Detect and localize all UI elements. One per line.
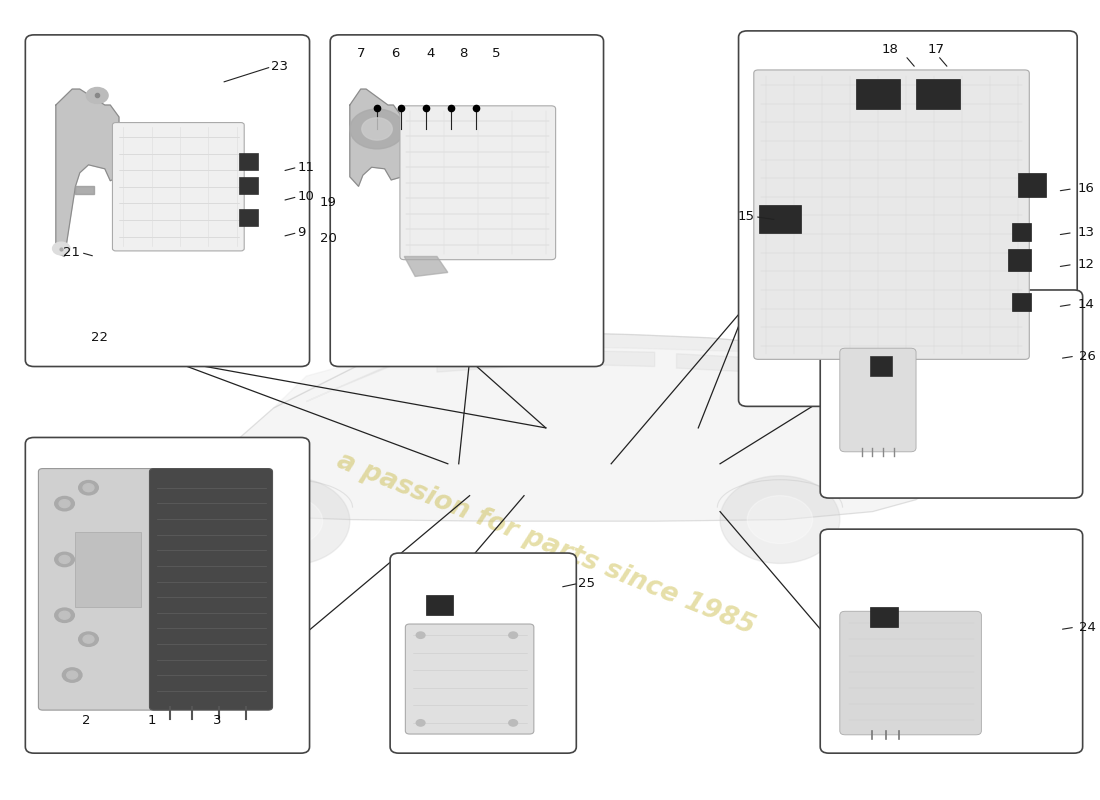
Text: 9: 9 xyxy=(298,226,306,239)
FancyBboxPatch shape xyxy=(856,78,900,109)
Circle shape xyxy=(67,671,78,679)
FancyBboxPatch shape xyxy=(76,531,141,607)
Text: 17: 17 xyxy=(927,42,944,56)
Polygon shape xyxy=(350,89,403,186)
FancyBboxPatch shape xyxy=(390,553,576,753)
Polygon shape xyxy=(405,257,448,277)
Text: 10: 10 xyxy=(298,190,315,203)
Circle shape xyxy=(720,476,839,563)
Circle shape xyxy=(416,720,425,726)
Circle shape xyxy=(230,478,350,565)
Circle shape xyxy=(59,555,70,563)
Text: 19: 19 xyxy=(320,196,337,209)
Text: 5: 5 xyxy=(492,46,500,60)
FancyBboxPatch shape xyxy=(239,153,258,170)
Text: a passion for parts since 1985: a passion for parts since 1985 xyxy=(333,447,759,639)
FancyBboxPatch shape xyxy=(916,78,959,109)
Text: 13: 13 xyxy=(1077,226,1094,239)
Circle shape xyxy=(509,632,517,638)
Text: 12: 12 xyxy=(1077,258,1094,271)
Text: 16: 16 xyxy=(1077,182,1094,195)
FancyBboxPatch shape xyxy=(839,348,916,452)
Text: 25: 25 xyxy=(579,577,595,590)
FancyBboxPatch shape xyxy=(330,35,604,366)
FancyBboxPatch shape xyxy=(400,106,556,260)
FancyBboxPatch shape xyxy=(1012,293,1032,310)
Polygon shape xyxy=(76,186,94,194)
Text: 18: 18 xyxy=(881,42,899,56)
Text: 4: 4 xyxy=(426,46,434,60)
Polygon shape xyxy=(154,332,959,521)
Text: 15: 15 xyxy=(738,210,755,223)
FancyBboxPatch shape xyxy=(1019,173,1046,197)
Text: 7: 7 xyxy=(356,46,365,60)
Text: 1: 1 xyxy=(147,714,156,727)
Circle shape xyxy=(55,552,75,566)
Circle shape xyxy=(350,109,405,149)
FancyBboxPatch shape xyxy=(25,438,309,753)
Circle shape xyxy=(55,497,75,511)
Text: 3: 3 xyxy=(212,714,221,727)
Circle shape xyxy=(59,611,70,619)
Circle shape xyxy=(59,500,70,508)
FancyBboxPatch shape xyxy=(239,209,258,226)
Text: 24: 24 xyxy=(1079,621,1097,634)
Text: 11: 11 xyxy=(298,161,315,174)
Text: 23: 23 xyxy=(272,60,288,74)
FancyBboxPatch shape xyxy=(39,469,173,710)
Text: 21: 21 xyxy=(63,246,80,259)
Circle shape xyxy=(416,632,425,638)
Circle shape xyxy=(86,87,108,103)
FancyBboxPatch shape xyxy=(150,469,273,710)
FancyBboxPatch shape xyxy=(821,529,1082,753)
Polygon shape xyxy=(56,89,119,257)
FancyBboxPatch shape xyxy=(25,35,309,366)
Polygon shape xyxy=(938,408,959,432)
Text: 2: 2 xyxy=(82,714,90,727)
Polygon shape xyxy=(568,350,654,366)
Circle shape xyxy=(79,481,98,495)
Circle shape xyxy=(79,632,98,646)
Text: 26: 26 xyxy=(1079,350,1097,362)
FancyBboxPatch shape xyxy=(1012,223,1032,241)
FancyBboxPatch shape xyxy=(239,177,258,194)
FancyBboxPatch shape xyxy=(112,122,244,251)
Polygon shape xyxy=(148,456,170,480)
FancyBboxPatch shape xyxy=(754,70,1030,359)
Circle shape xyxy=(84,484,94,492)
Text: 8: 8 xyxy=(459,46,468,60)
FancyBboxPatch shape xyxy=(1008,249,1032,271)
Circle shape xyxy=(53,242,70,255)
Circle shape xyxy=(509,720,517,726)
Circle shape xyxy=(747,496,813,543)
FancyBboxPatch shape xyxy=(406,624,534,734)
Text: 14: 14 xyxy=(1077,298,1094,311)
FancyBboxPatch shape xyxy=(839,611,981,735)
FancyBboxPatch shape xyxy=(759,205,801,233)
Circle shape xyxy=(55,608,75,622)
Polygon shape xyxy=(274,332,850,408)
Polygon shape xyxy=(676,354,752,372)
FancyBboxPatch shape xyxy=(870,607,898,627)
Circle shape xyxy=(63,668,82,682)
FancyBboxPatch shape xyxy=(738,31,1077,406)
Polygon shape xyxy=(306,356,415,402)
Text: 6: 6 xyxy=(392,46,399,60)
Text: 22: 22 xyxy=(91,331,108,344)
Circle shape xyxy=(362,118,393,140)
FancyBboxPatch shape xyxy=(426,595,453,615)
Circle shape xyxy=(257,498,322,545)
FancyBboxPatch shape xyxy=(821,290,1082,498)
Polygon shape xyxy=(437,348,546,372)
Text: 20: 20 xyxy=(320,233,337,246)
Circle shape xyxy=(84,635,94,643)
FancyBboxPatch shape xyxy=(870,356,892,376)
